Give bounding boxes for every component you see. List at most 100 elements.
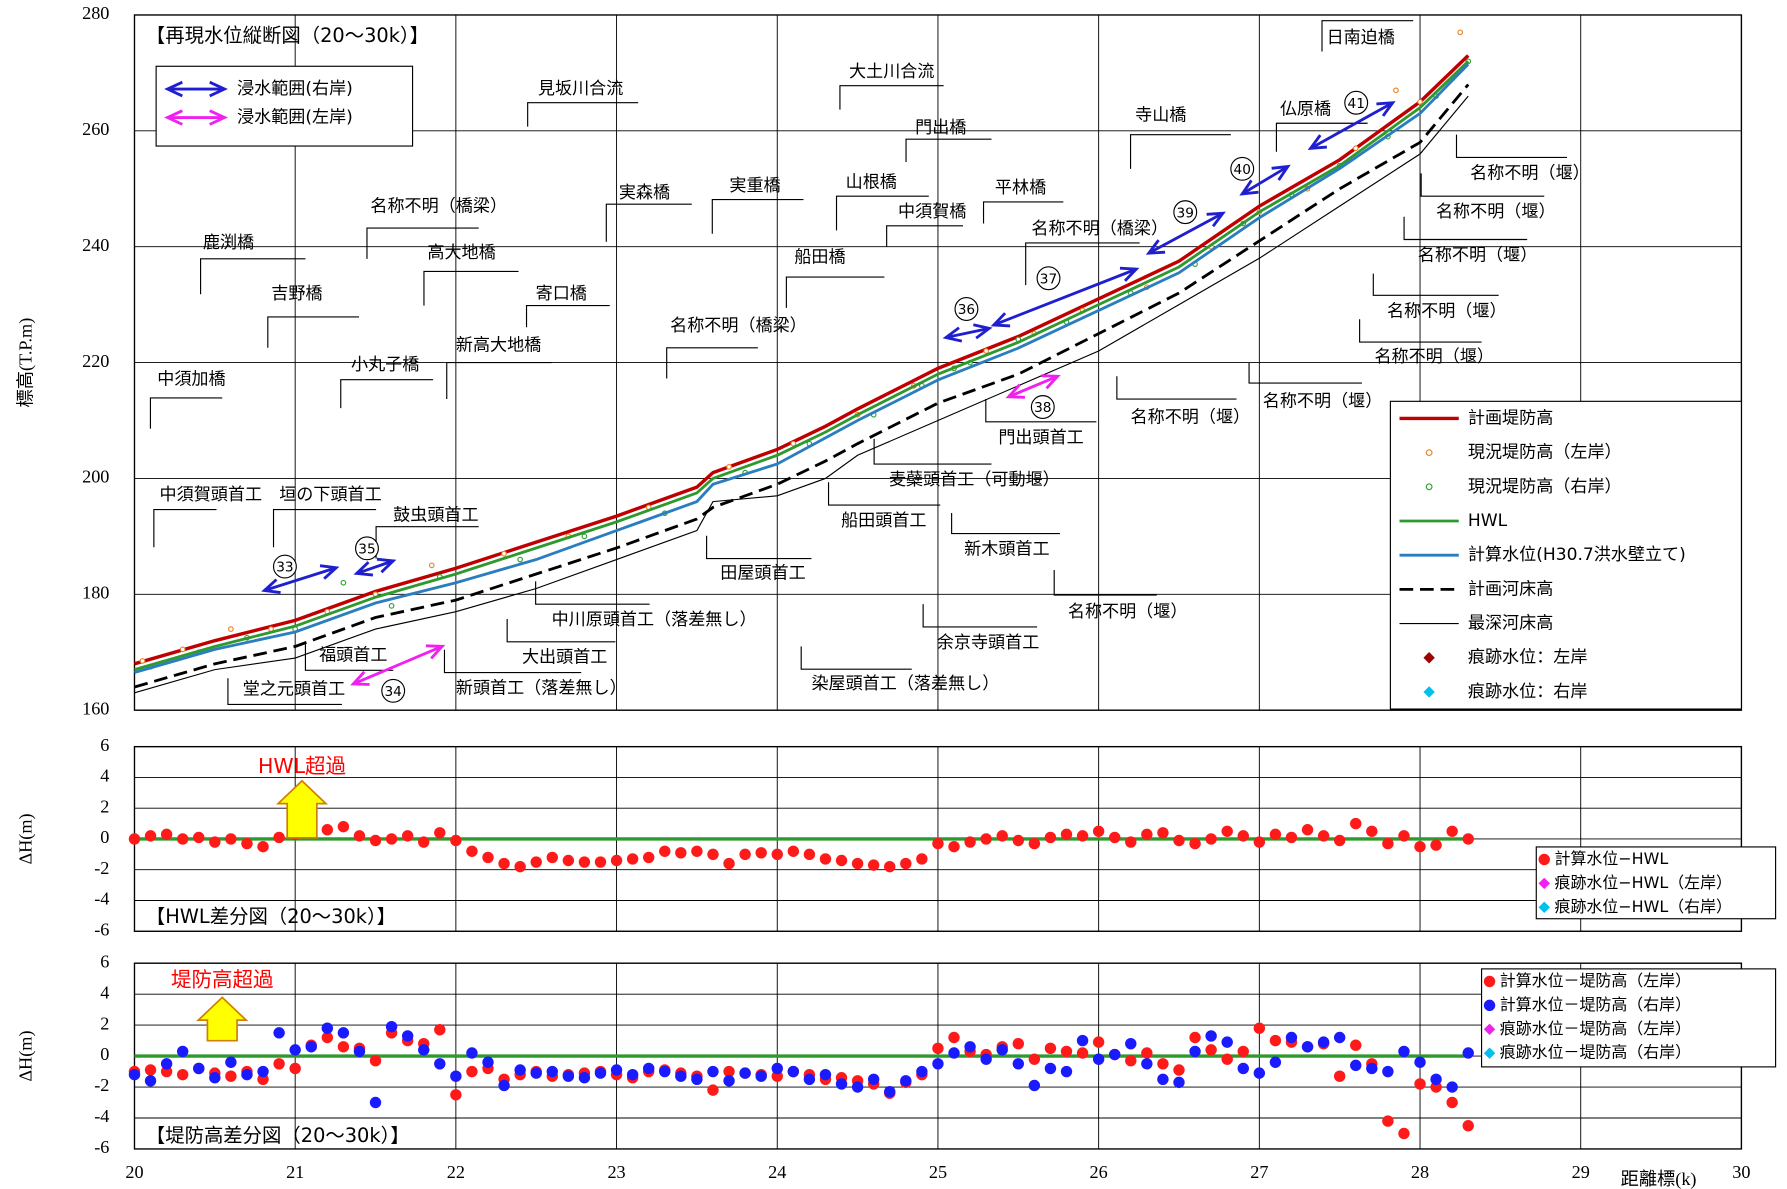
marker-circle xyxy=(1344,90,1369,115)
place-label: 実森橋 xyxy=(619,183,670,203)
point xyxy=(337,1041,350,1053)
point xyxy=(964,1041,976,1053)
point xyxy=(726,464,732,470)
point xyxy=(1462,1120,1474,1132)
point xyxy=(1205,833,1217,845)
point xyxy=(289,1044,301,1056)
point xyxy=(916,853,928,865)
exceed-arrow xyxy=(196,996,249,1042)
point xyxy=(867,1073,880,1085)
point xyxy=(482,851,494,864)
legend-swatch xyxy=(1538,853,1550,866)
point xyxy=(321,1022,334,1034)
point xyxy=(562,854,575,867)
point xyxy=(1125,1055,1137,1067)
point xyxy=(1092,1036,1105,1048)
arrow-head xyxy=(942,326,963,343)
point xyxy=(160,828,173,841)
leader-line xyxy=(304,644,394,671)
leader-line xyxy=(227,678,342,706)
flood-arrow xyxy=(356,559,394,575)
point xyxy=(1253,836,1266,848)
point xyxy=(257,840,269,853)
legend-swatch xyxy=(1483,1047,1496,1059)
y-tick-label: -2 xyxy=(94,1075,109,1095)
point xyxy=(1141,828,1153,841)
point xyxy=(803,848,816,861)
place-label: 実重橋 xyxy=(729,176,780,196)
legend-label: 最深河床高 xyxy=(1468,614,1553,634)
point xyxy=(659,1065,671,1078)
place-label: 高大地橋 xyxy=(427,243,495,263)
point xyxy=(1028,837,1041,850)
leader-line xyxy=(1129,134,1231,169)
point xyxy=(983,348,990,354)
leader-line xyxy=(1420,173,1545,197)
point xyxy=(289,1062,301,1075)
y-tick-label: 4 xyxy=(100,766,109,786)
y-tick-label: -4 xyxy=(94,1106,109,1126)
point xyxy=(353,1045,366,1058)
point xyxy=(819,1068,832,1081)
point xyxy=(273,1058,285,1070)
point xyxy=(884,860,896,873)
point xyxy=(1028,1079,1041,1092)
marker-circle xyxy=(1173,200,1198,225)
x-tick-label: 21 xyxy=(286,1162,304,1182)
legend-swatch xyxy=(1483,999,1496,1012)
marker-label: 33 xyxy=(276,560,293,576)
marker-label: 37 xyxy=(1040,271,1057,287)
point xyxy=(771,848,783,861)
place-label: 中須賀橋 xyxy=(898,202,966,222)
point xyxy=(771,1062,783,1075)
legend-label: 計画堤防高 xyxy=(1468,408,1553,428)
marker-label: 39 xyxy=(1177,205,1194,221)
leader-line xyxy=(506,619,616,643)
leader-line xyxy=(1455,134,1568,159)
leader-line xyxy=(423,270,519,306)
point xyxy=(1398,830,1410,842)
point xyxy=(369,1055,382,1067)
series-line xyxy=(134,54,1470,666)
point xyxy=(1366,1062,1378,1075)
point xyxy=(675,847,687,859)
point xyxy=(1092,825,1105,837)
arrow-head xyxy=(376,557,397,574)
point xyxy=(1382,1115,1394,1127)
point xyxy=(450,1089,462,1101)
point xyxy=(1301,824,1314,836)
point xyxy=(739,1067,751,1079)
flood-arrow xyxy=(1148,212,1224,255)
point xyxy=(1446,1081,1458,1093)
point xyxy=(517,556,523,563)
series-line xyxy=(134,63,1470,674)
arrow-head xyxy=(353,561,374,577)
point xyxy=(225,833,237,845)
leader-line xyxy=(706,535,812,560)
marker-label: 40 xyxy=(1234,162,1251,178)
point xyxy=(1092,1053,1105,1065)
point xyxy=(1173,1076,1185,1089)
point xyxy=(1044,1062,1057,1075)
point xyxy=(128,833,141,845)
point xyxy=(1221,1036,1233,1048)
point xyxy=(1237,1045,1249,1058)
point xyxy=(1414,1078,1426,1090)
point xyxy=(1044,1042,1057,1055)
point xyxy=(225,1056,237,1068)
marker-circle xyxy=(954,297,979,321)
arrow-head xyxy=(1271,164,1291,181)
arrow-head xyxy=(1307,134,1327,150)
marker-label: 36 xyxy=(958,302,975,318)
point xyxy=(948,1047,960,1059)
point xyxy=(144,1075,157,1087)
arrow-head xyxy=(1005,383,1025,399)
place-label: 麦蘗頭首工（可動堰） xyxy=(889,470,1060,490)
chart-title: 【堤防高差分図（20～30k）】 xyxy=(146,1124,410,1147)
point xyxy=(1253,1022,1266,1034)
point xyxy=(128,1068,141,1081)
point xyxy=(1333,1070,1346,1082)
point xyxy=(530,856,542,868)
point xyxy=(337,820,350,833)
point xyxy=(626,853,639,865)
